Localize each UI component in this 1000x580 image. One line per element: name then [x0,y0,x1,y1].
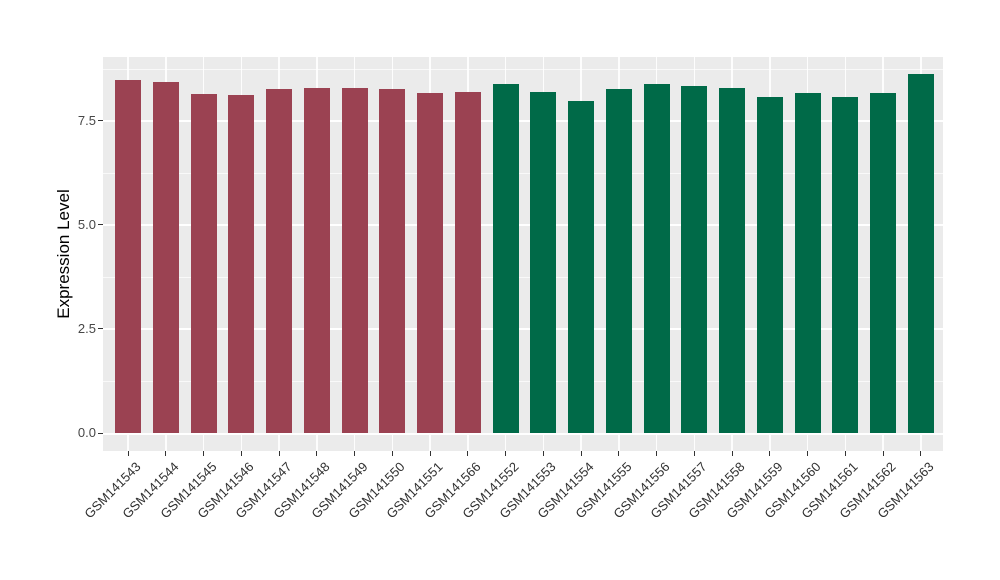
x-tick [882,451,884,456]
x-tick [844,451,846,456]
bar-GSM141551 [417,93,443,433]
y-tick [98,224,103,226]
bar-GSM141558 [719,88,745,433]
x-tick [580,451,582,456]
x-tick [542,451,544,456]
bar-GSM141546 [228,94,255,433]
bar-GSM141562 [870,93,896,433]
bar-GSM141552 [492,84,519,433]
bar-GSM141555 [605,89,632,433]
x-tick [618,451,620,456]
bar-GSM141560 [794,93,821,433]
x-tick [807,451,808,456]
gridline-minor [103,68,943,70]
bar-GSM141544 [152,81,179,433]
x-tick [240,451,242,456]
bar-GSM141553 [530,92,557,433]
x-tick [165,451,167,456]
bar-GSM141557 [681,86,708,433]
x-tick [127,451,129,456]
x-tick [920,451,922,456]
y-tick-label: 5.0 [77,216,96,232]
gridline-major [103,223,943,226]
gridline-major [103,119,943,122]
y-axis-title: Expression Level [54,189,73,319]
y-tick-label: 0.0 [77,425,96,440]
x-tick [354,451,355,456]
bar-GSM141554 [568,100,594,433]
x-tick [656,451,657,456]
bar-GSM141561 [832,97,859,433]
x-tick [693,451,695,456]
bar-GSM141543 [115,79,141,433]
gridline-minor [103,380,943,382]
gridline-minor [103,172,943,174]
x-tick [429,451,431,456]
x-tick [278,451,280,456]
gridline-major [103,433,943,435]
bar-GSM141545 [190,94,217,433]
gridline-major [103,327,943,330]
bar-GSM141550 [379,89,406,433]
x-tick [203,451,204,456]
x-tick [391,451,393,456]
bar-GSM141563 [907,74,934,433]
y-tick [98,328,103,330]
bar-GSM141566 [454,91,481,433]
gridline-minor [103,276,943,278]
y-tick [98,120,103,122]
bar-GSM141559 [756,96,783,433]
x-tick [505,451,506,456]
y-tick [98,432,103,434]
x-tick [467,451,469,456]
plot-panel [103,57,943,451]
bar-GSM141548 [303,88,330,433]
y-tick-label: 2.5 [77,320,96,336]
x-tick [731,451,733,456]
bar-GSM141547 [266,89,292,433]
x-tick [769,451,771,456]
x-tick [316,451,318,456]
bar-GSM141556 [643,83,670,433]
y-tick-label: 7.5 [77,112,96,128]
bar-GSM141549 [341,88,368,433]
